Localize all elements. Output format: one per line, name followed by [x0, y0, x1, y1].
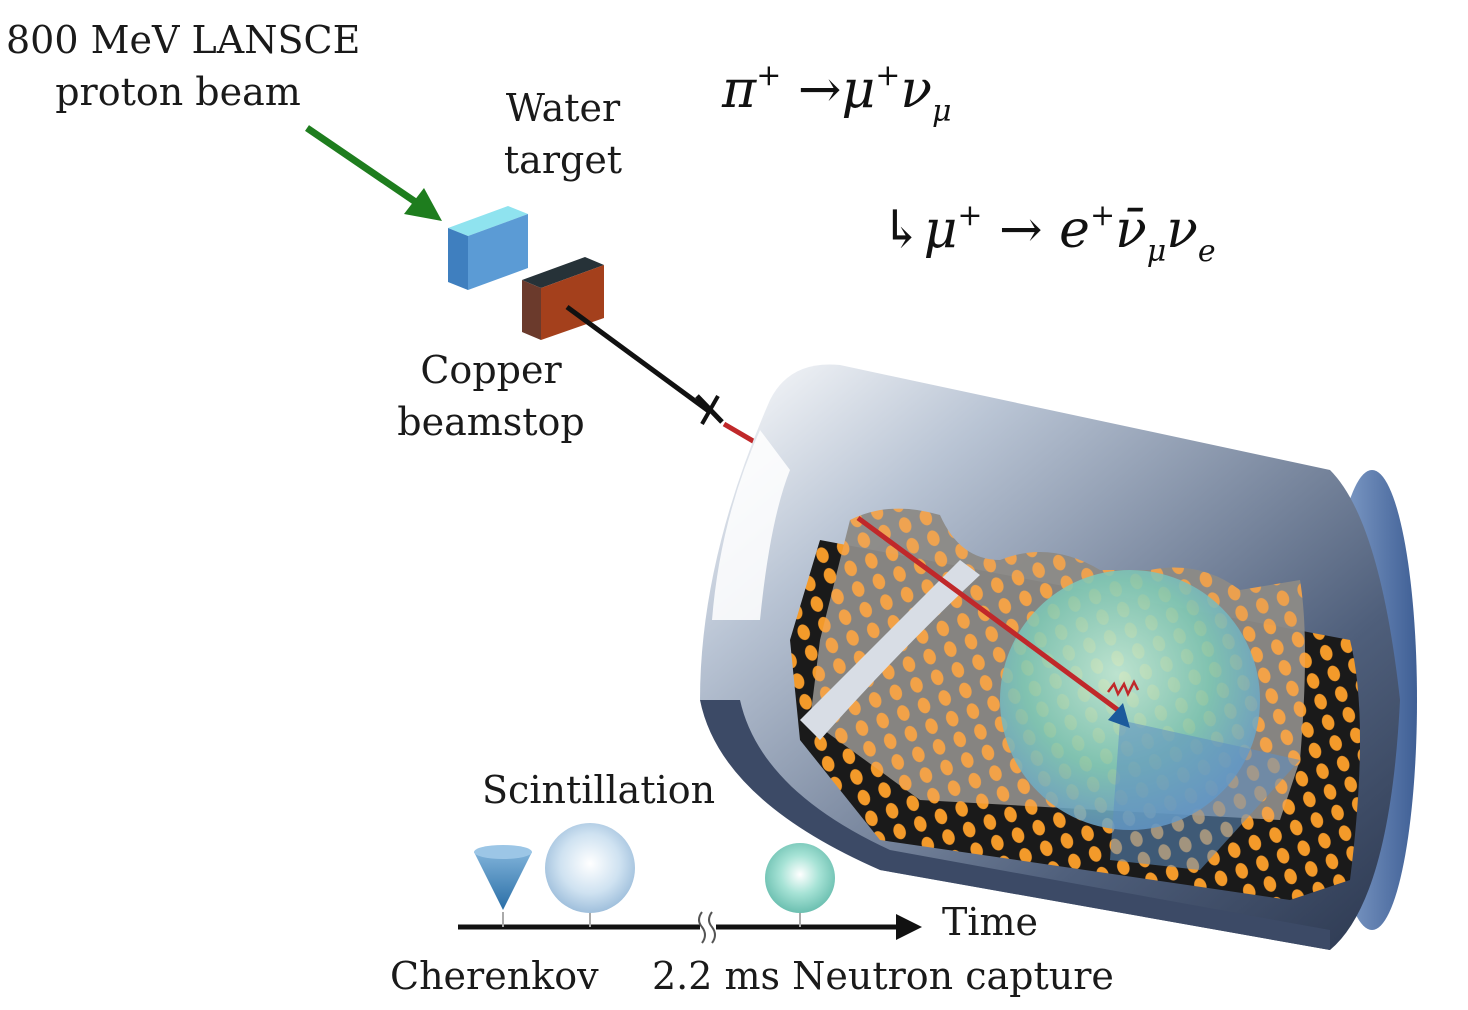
neutron-capture-label: 2.2 ms Neutron capture: [652, 954, 1114, 998]
scintillation-label: Scintillation: [482, 768, 716, 812]
beam-label-line2: proton beam: [55, 70, 301, 114]
beam-label: 800 MeV LANSCE proton beam: [6, 14, 361, 118]
timeline: [458, 911, 922, 944]
proton-beam-arrow: [305, 125, 442, 221]
pion-decay-equation: π+ →μ+νμ: [722, 58, 952, 129]
copper-beamstop-label: Copper beamstop: [388, 344, 594, 448]
muon-decay-equation: ↳μ+ → e+ν̄μνe: [880, 198, 1216, 269]
scintillation-sphere-icon: [545, 823, 635, 913]
copper-beamstop-label-line2: beamstop: [397, 400, 585, 444]
beam-label-line1: 800 MeV LANSCE: [6, 18, 361, 62]
water-target-label: Water target: [488, 82, 638, 186]
water-target-label-line1: Water: [505, 86, 621, 130]
time-label: Time: [942, 900, 1039, 944]
cherenkov-label: Cherenkov: [390, 954, 599, 998]
water-target-label-line2: target: [503, 138, 623, 182]
detector-tank: [700, 364, 1417, 950]
neutrino-track: [565, 304, 767, 451]
copper-beamstop-label-line1: Copper: [420, 348, 562, 392]
neutron-capture-sphere-icon: [765, 843, 835, 913]
cherenkov-cone-icon: [474, 845, 532, 910]
water-target-block: [448, 206, 528, 290]
